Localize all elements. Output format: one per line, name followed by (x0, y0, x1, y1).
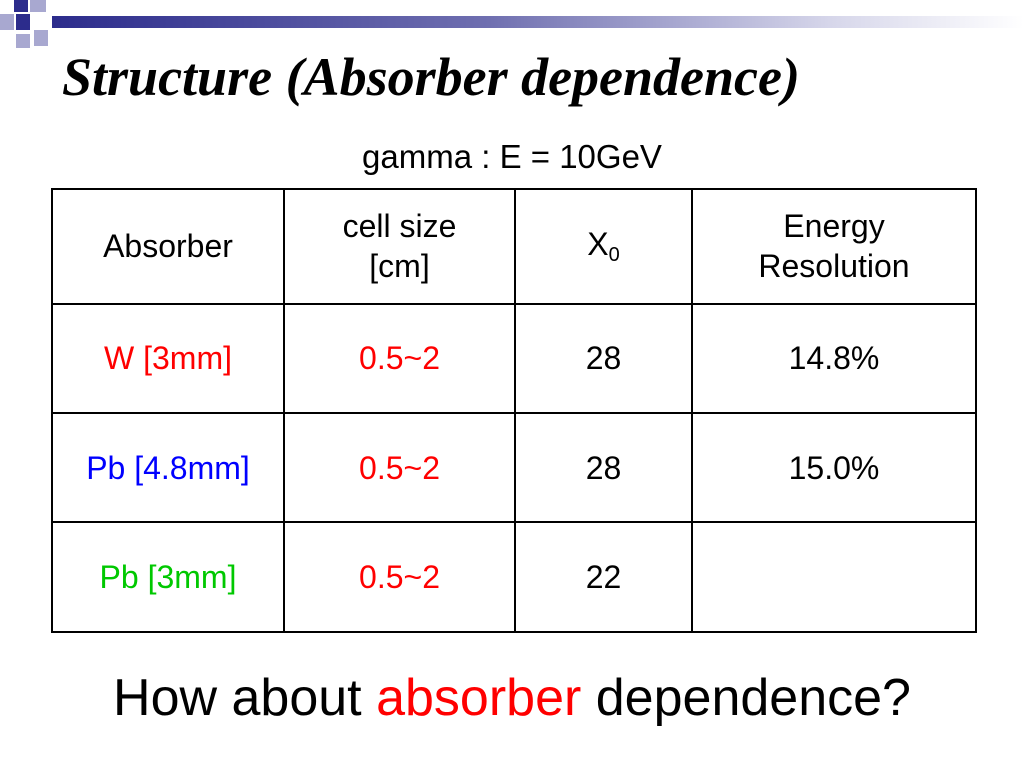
question-suffix: dependence? (581, 669, 911, 727)
subtitle: gamma : E = 10GeV (362, 138, 662, 175)
header-cell-size-line2: [cm] (369, 248, 430, 285)
cell-x0: 28 (514, 411, 693, 524)
header-cell-size-line1: cell size (342, 208, 457, 245)
header-energy-line1: Energy (783, 208, 885, 245)
page-title: Structure (Absorber dependence) (62, 47, 800, 107)
deco-square (14, 0, 28, 12)
question-highlight: absorber (376, 669, 582, 727)
table-row: Pb [3mm] 0.5~2 22 (51, 521, 977, 633)
cell-absorber: Pb [4.8mm] (51, 411, 285, 524)
table-row: Pb [4.8mm] 0.5~2 28 15.0% (51, 411, 977, 524)
header-energy-resolution: Energy Resolution (691, 188, 977, 305)
header-gradient-bar (52, 16, 1024, 28)
deco-square (34, 30, 48, 46)
header-x0: X0 (514, 188, 693, 305)
header-energy-line2: Resolution (758, 248, 910, 285)
header-absorber: Absorber (51, 188, 285, 305)
deco-square (30, 0, 46, 12)
absorber-table: Absorber cell size [cm] X0 Energy Resolu… (51, 188, 977, 633)
header-x0-sub: 0 (608, 244, 620, 267)
cell-cell-size: 0.5~2 (283, 411, 516, 524)
cell-x0: 28 (514, 302, 693, 415)
cell-absorber: W [3mm] (51, 302, 285, 415)
cell-energy-resolution (691, 521, 977, 633)
deco-square (0, 14, 14, 30)
decorative-header (0, 0, 1024, 60)
cell-energy-resolution: 14.8% (691, 302, 977, 415)
cell-absorber: Pb [3mm] (51, 521, 285, 633)
closing-question: How about absorber dependence? (0, 668, 1024, 728)
deco-square (16, 34, 30, 48)
table-header-row: Absorber cell size [cm] X0 Energy Resolu… (51, 188, 977, 305)
header-absorber-label: Absorber (103, 228, 233, 265)
cell-energy-resolution: 15.0% (691, 411, 977, 524)
cell-cell-size: 0.5~2 (283, 521, 516, 633)
header-x0-main: X (587, 226, 609, 263)
header-cell-size: cell size [cm] (283, 188, 516, 305)
question-prefix: How about (113, 669, 377, 727)
cell-x0: 22 (514, 521, 693, 633)
table-row: W [3mm] 0.5~2 28 14.8% (51, 302, 977, 415)
cell-cell-size: 0.5~2 (283, 302, 516, 415)
deco-square (16, 14, 30, 30)
